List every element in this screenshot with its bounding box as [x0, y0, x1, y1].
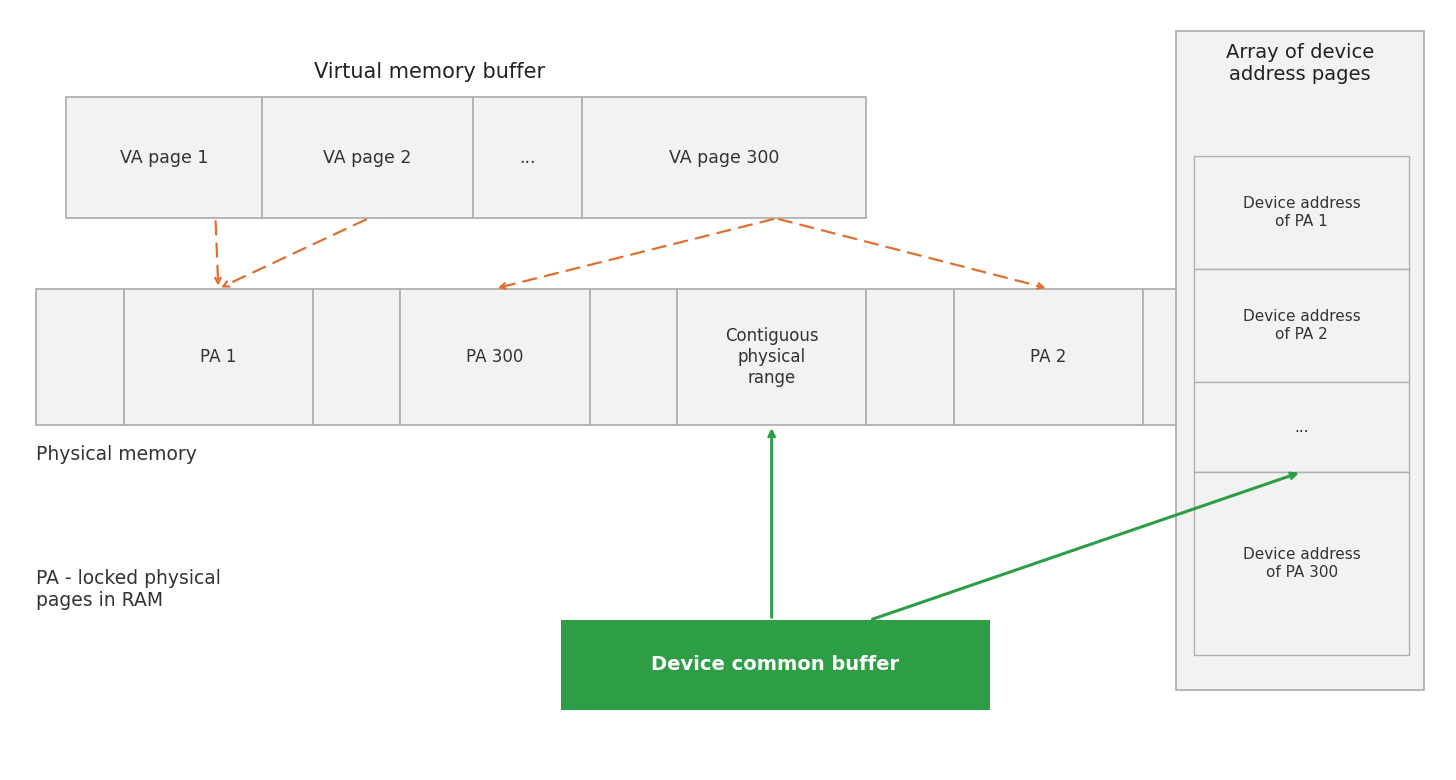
Bar [1194, 472, 1409, 655]
Bar [66, 98, 262, 218]
Text: Physical memory: Physical memory [36, 445, 197, 463]
Text: Array of device
address pages: Array of device address pages [1226, 43, 1374, 84]
Bar [1176, 31, 1424, 690]
Text: Device common buffer: Device common buffer [651, 655, 900, 675]
Bar [954, 289, 1143, 425]
Bar [262, 98, 473, 218]
Bar [124, 289, 313, 425]
Bar [400, 289, 590, 425]
Bar [582, 98, 866, 218]
Bar [1194, 269, 1409, 382]
Bar [561, 620, 990, 710]
Text: VA page 2: VA page 2 [323, 149, 412, 167]
Text: Device address
of PA 1: Device address of PA 1 [1243, 197, 1360, 229]
Text: PA 2: PA 2 [1031, 348, 1066, 366]
Bar [677, 289, 866, 425]
Bar [1194, 156, 1409, 269]
Text: Device address
of PA 2: Device address of PA 2 [1243, 310, 1360, 342]
Text: Contiguous
physical
range: Contiguous physical range [725, 327, 818, 387]
Text: ...: ... [520, 149, 536, 167]
Text: Virtual memory buffer: Virtual memory buffer [314, 62, 545, 82]
Text: PA - locked physical
pages in RAM: PA - locked physical pages in RAM [36, 569, 221, 611]
Bar [313, 289, 400, 425]
Text: VA page 1: VA page 1 [119, 149, 208, 167]
Bar [473, 98, 582, 218]
Bar [866, 289, 954, 425]
Bar [36, 289, 124, 425]
Text: ...: ... [1294, 420, 1309, 434]
Text: VA page 300: VA page 300 [670, 149, 779, 167]
Text: Device address
of PA 300: Device address of PA 300 [1243, 548, 1360, 580]
Bar [1143, 289, 1223, 425]
Text: PA 1: PA 1 [201, 348, 236, 366]
Bar [590, 289, 677, 425]
Bar [1194, 382, 1409, 472]
Text: PA 300: PA 300 [466, 348, 524, 366]
